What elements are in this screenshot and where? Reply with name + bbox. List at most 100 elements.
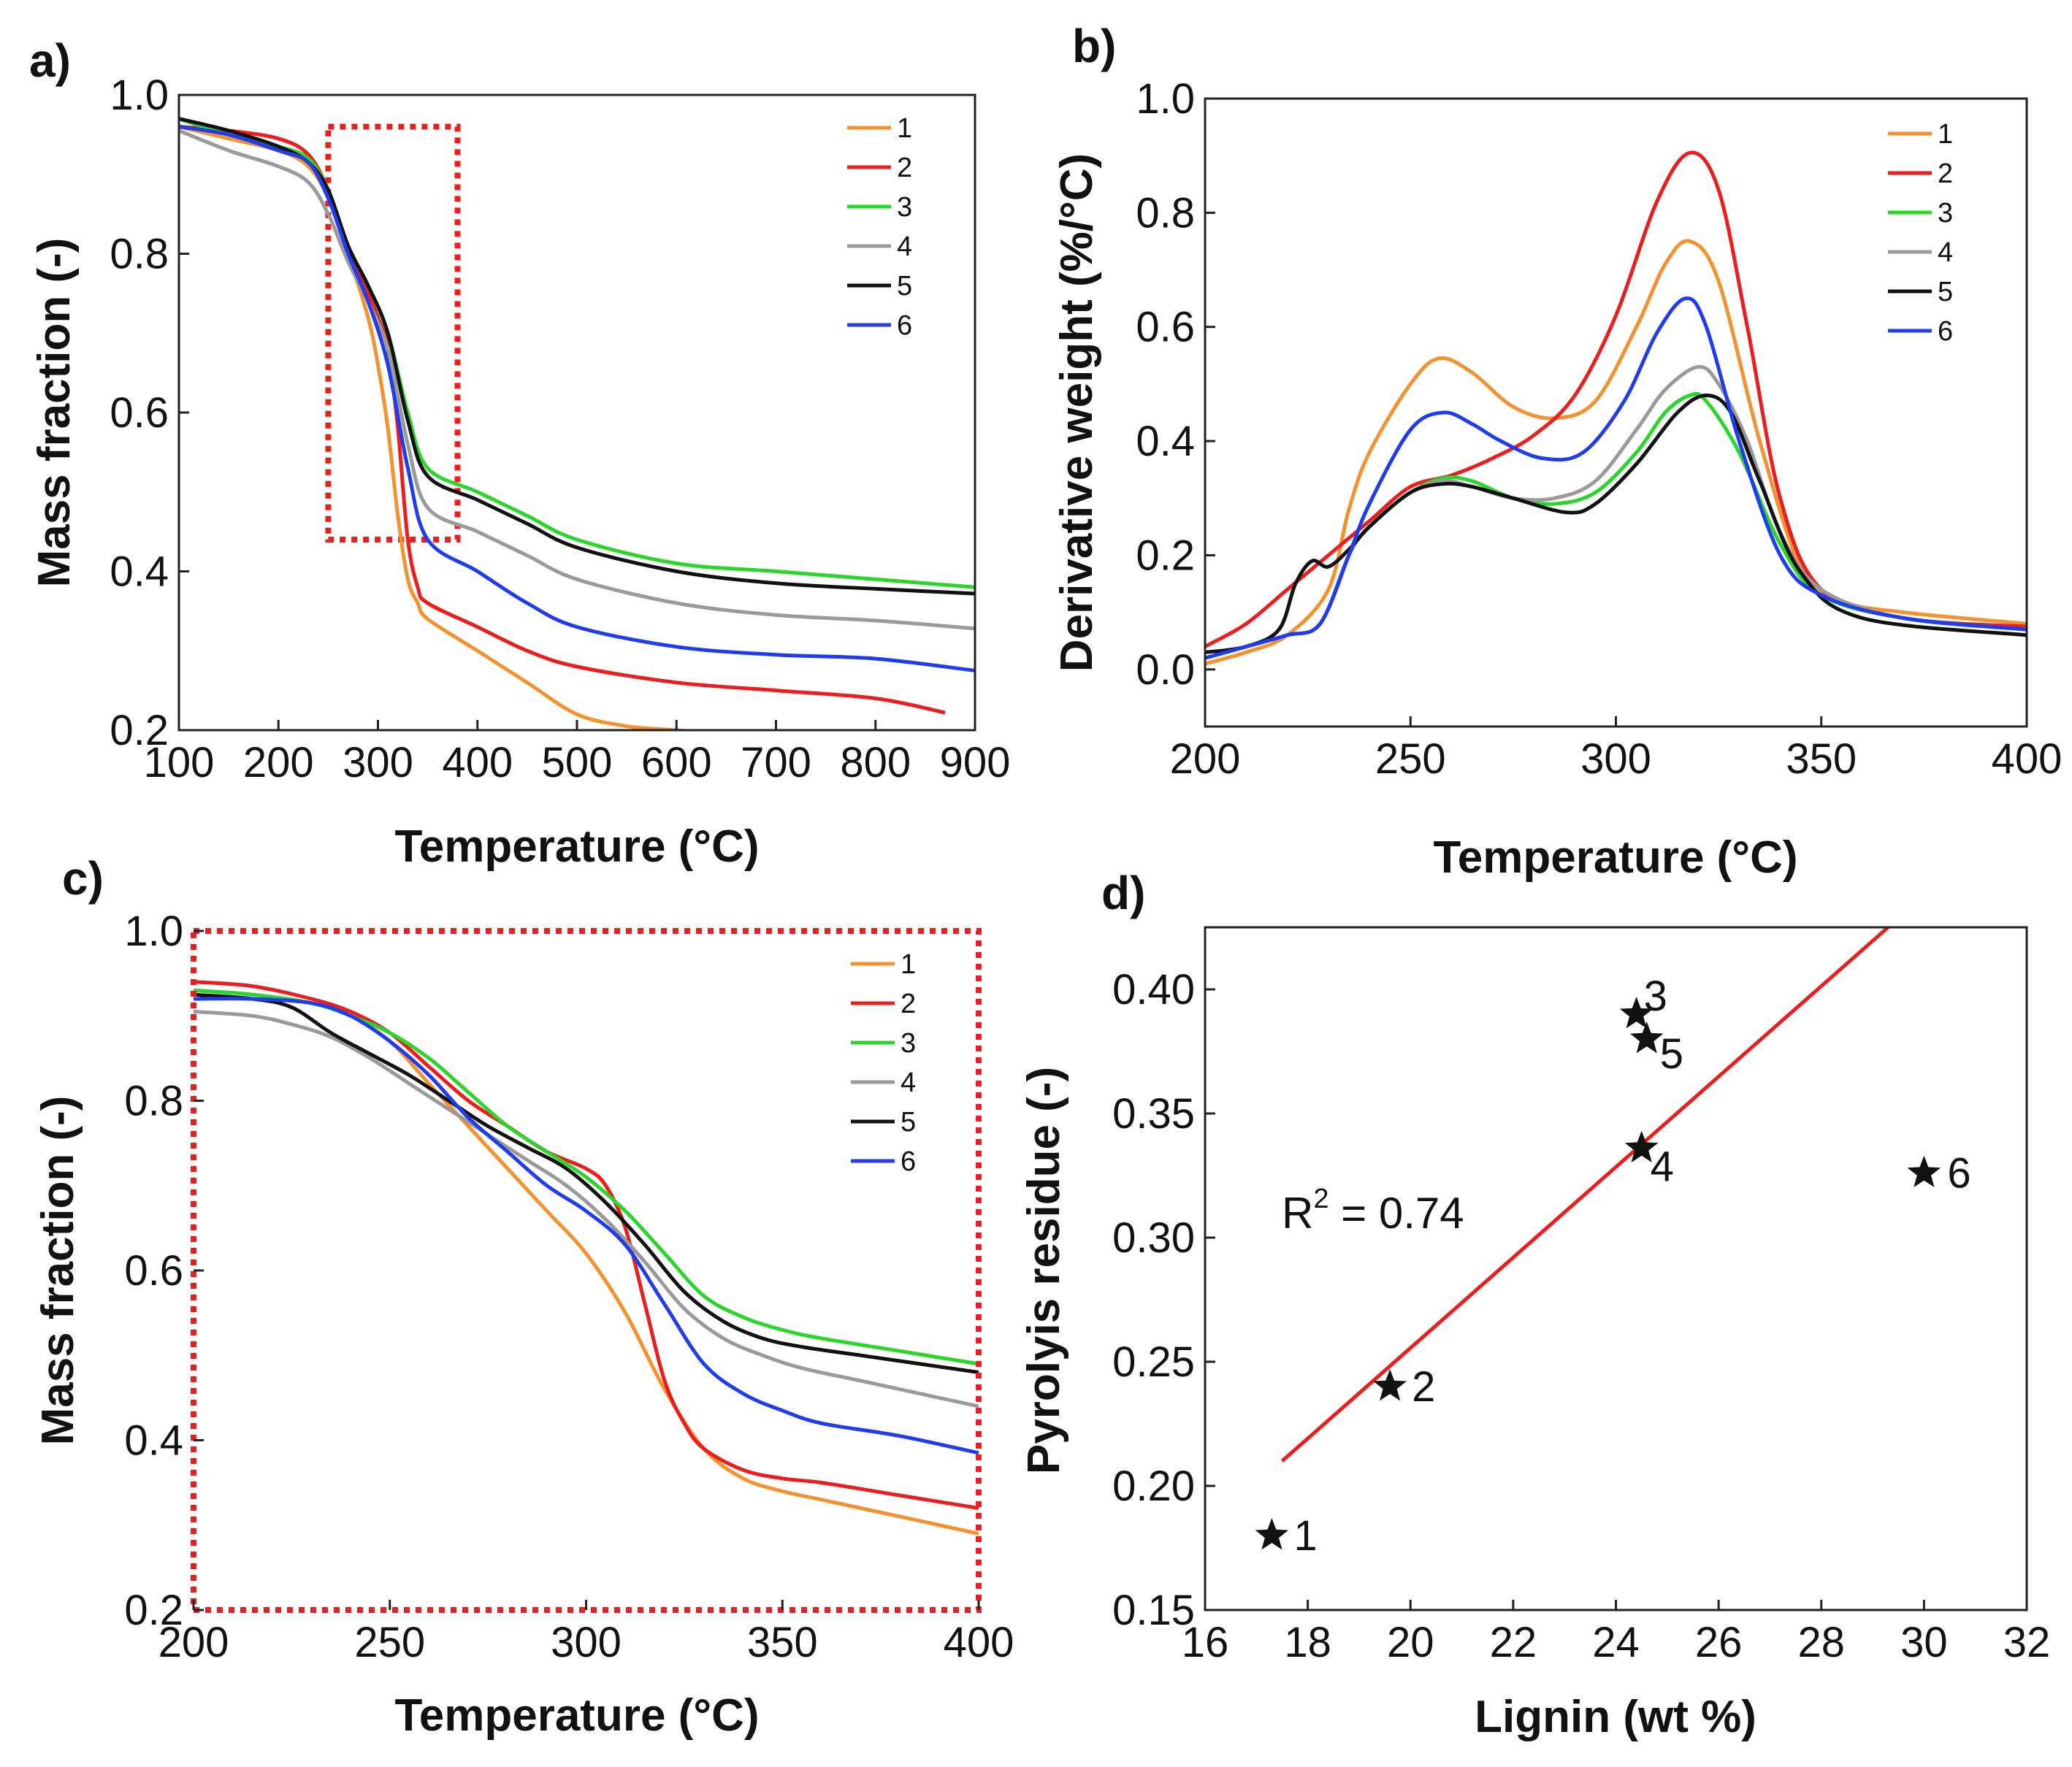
scatter-point-6 <box>1907 1155 1941 1187</box>
legend-label-5: 5 <box>1938 277 1953 307</box>
x-tick-label: 300 <box>1580 735 1651 783</box>
y-tick-label: 0.2 <box>1136 532 1195 579</box>
panel-d-xlabel: Lignin (wt %) <box>1475 1692 1756 1742</box>
series-line-4 <box>179 129 975 631</box>
series-line-2 <box>179 125 946 715</box>
x-tick-label: 18 <box>1284 1619 1331 1666</box>
panel-c-xlabel: Temperature (°C) <box>394 1690 759 1741</box>
legend-label-5: 5 <box>901 1107 916 1138</box>
legend-label-4: 4 <box>897 231 912 262</box>
series-line-6 <box>179 125 975 672</box>
x-tick-label: 100 <box>144 739 215 786</box>
y-tick-label: 0.25 <box>1112 1338 1195 1386</box>
y-tick-label: 0.2 <box>110 707 169 754</box>
legend-label-2: 2 <box>901 989 916 1019</box>
scatter-point-5 <box>1629 1022 1664 1054</box>
panel-c-label: c) <box>62 852 104 905</box>
y-tick-label: 0.6 <box>110 389 169 437</box>
y-tick-label: 0.6 <box>1136 304 1195 351</box>
x-tick-label: 32 <box>2003 1619 2051 1666</box>
x-tick-label: 28 <box>1797 1619 1845 1666</box>
x-tick-label: 500 <box>542 739 613 786</box>
legend-label-6: 6 <box>901 1146 916 1177</box>
x-tick-label: 200 <box>243 739 314 786</box>
legend-label-3: 3 <box>897 192 912 223</box>
point-label-2: 2 <box>1412 1363 1435 1411</box>
legend-label-4: 4 <box>1938 237 1953 268</box>
legend-label-5: 5 <box>897 271 912 302</box>
x-tick-label: 16 <box>1182 1619 1229 1666</box>
panel-c-ylabel: Mass fraction (-) <box>33 1096 83 1446</box>
x-tick-label: 600 <box>641 739 712 786</box>
y-tick-label: 0.40 <box>1112 966 1195 1013</box>
point-label-5: 5 <box>1660 1030 1683 1078</box>
series-line-2 <box>194 980 979 1510</box>
point-label-3: 3 <box>1644 973 1667 1020</box>
scatter-point-3 <box>1619 997 1654 1029</box>
panel-d-label: d) <box>1101 867 1145 919</box>
legend-label-6: 6 <box>897 310 912 341</box>
series-line-1 <box>179 125 697 730</box>
panel-a: a) 100 200 300 400 500 600 700 800 900 0.2 0.4 0.6… <box>29 34 1010 872</box>
x-tick-label: 800 <box>840 739 911 786</box>
series-line-2 <box>1205 150 2027 648</box>
legend-label-3: 3 <box>901 1028 916 1059</box>
y-tick-label: 0.15 <box>1112 1587 1195 1634</box>
y-tick-label: 0.4 <box>110 548 169 596</box>
x-tick-label: 700 <box>741 739 811 786</box>
y-tick-label: 1.0 <box>124 908 183 955</box>
scatter-point-4 <box>1624 1130 1659 1162</box>
x-tick-label: 300 <box>551 1619 622 1666</box>
panel-b-xlabel: Temperature (°C) <box>1433 832 1797 883</box>
x-tick-label: 400 <box>442 739 513 786</box>
legend-label-4: 4 <box>901 1068 916 1098</box>
series-line-5 <box>194 992 979 1374</box>
panel-b-label: b) <box>1072 20 1116 72</box>
y-tick-label: 0.30 <box>1112 1214 1195 1262</box>
fit-line <box>1280 927 1889 1463</box>
legend-label-1: 1 <box>897 113 912 144</box>
y-tick-label: 0.8 <box>1136 189 1195 237</box>
panel-c-dotted-frame <box>191 928 982 1613</box>
panel-a-label: a) <box>29 34 71 87</box>
x-tick-label: 250 <box>354 1619 425 1666</box>
y-tick-label: 0.6 <box>124 1247 183 1295</box>
x-tick-label: 300 <box>343 739 413 786</box>
y-tick-label: 0.8 <box>124 1078 183 1125</box>
y-tick-label: 1.0 <box>1136 75 1195 123</box>
panel-d: d) 16 18 20 22 24 26 28 30 32 0.150.200.250.300.… <box>1019 867 2050 1742</box>
x-tick-label: 24 <box>1592 1619 1640 1666</box>
legend-label-2: 2 <box>1938 158 1953 189</box>
y-tick-label: 0.2 <box>124 1587 183 1634</box>
panel-a-frame <box>177 93 976 732</box>
legend-label-3: 3 <box>1938 198 1953 229</box>
legend-label-1: 1 <box>1938 119 1953 150</box>
y-tick-label: 0.4 <box>1136 418 1195 465</box>
x-tick-label: 400 <box>1992 735 2063 783</box>
y-tick-label: 0.0 <box>1136 646 1195 694</box>
point-label-4: 4 <box>1651 1143 1674 1191</box>
panel-b-ylabel: Derivative weight (%/°C) <box>1052 153 1102 672</box>
x-tick-label: 26 <box>1695 1619 1743 1666</box>
series-line-4 <box>194 1009 979 1408</box>
x-tick-label: 400 <box>944 1619 1014 1666</box>
series-line-1 <box>1205 239 2027 666</box>
series-line-3 <box>194 988 979 1366</box>
series-line-5 <box>1205 394 2027 654</box>
scatter-point-1 <box>1255 1518 1289 1550</box>
x-tick-label: 22 <box>1490 1619 1537 1666</box>
x-tick-label: 200 <box>1170 735 1241 783</box>
x-tick-label: 250 <box>1375 735 1446 783</box>
panel-d-ylabel: Pyrolyis residue (-) <box>1019 1067 1069 1474</box>
panel-d-frame <box>1204 926 2028 1611</box>
legend-label-2: 2 <box>897 153 912 183</box>
series-line-6 <box>194 997 979 1455</box>
panel-a-ylabel: Mass fraction (-) <box>29 238 80 588</box>
x-tick-label: 900 <box>940 739 1011 786</box>
x-tick-label: 350 <box>747 1619 818 1666</box>
y-tick-label: 0.35 <box>1112 1090 1195 1138</box>
y-tick-label: 0.4 <box>124 1417 183 1465</box>
series-line-4 <box>1205 364 2027 660</box>
y-tick-label: 0.20 <box>1112 1463 1195 1510</box>
